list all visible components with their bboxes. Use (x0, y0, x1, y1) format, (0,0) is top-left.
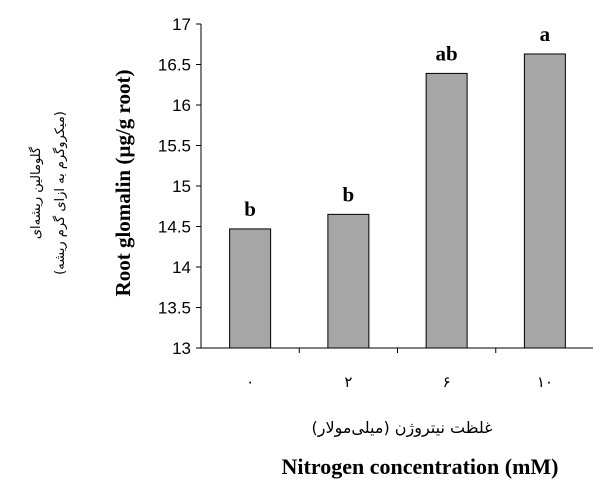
x-tick-label: ۱۰ (537, 373, 553, 391)
y-axis-label-fa-line2: (میکروگرم به ازای گرم ریشه) (52, 111, 68, 275)
y-tick-label: 16.5 (158, 56, 191, 75)
y-tick-label: 16 (172, 96, 191, 115)
bar (425, 72, 468, 349)
y-tick-labels: 13 13.5 14 14.5 15 15.5 16 16.5 17 (158, 15, 191, 358)
x-tick-label: ۲ (344, 373, 352, 391)
y-tick-label: 15 (172, 177, 191, 196)
x-axis-label: Nitrogen concentration (mM) (282, 454, 559, 479)
y-tick-label: 17 (172, 15, 191, 34)
y-tick-label: 14.5 (158, 218, 191, 237)
x-tick-labels: ۰ ۲ ۶ ۱۰ (246, 373, 553, 391)
x-tick-label: ۶ (443, 373, 451, 391)
significance-letter: a (540, 22, 551, 46)
y-tick-label: 14 (172, 258, 191, 277)
bars (229, 53, 566, 349)
significance-letter: b (244, 197, 256, 221)
significance-letter: b (343, 182, 355, 206)
bar (327, 213, 370, 349)
y-axis-label-fa-line1: گلومالین ریشه‌ای (28, 146, 44, 239)
significance-letters: b b ab a (244, 22, 550, 221)
significance-letter: ab (436, 41, 458, 65)
bar (523, 53, 566, 349)
y-tick-label: 13.5 (158, 299, 191, 318)
x-tick-label: ۰ (246, 373, 254, 391)
x-axis-label-fa: غلظت نیتروژن (میلی‌مولار) (311, 418, 492, 438)
y-axis-label: Root glomalin (µg/g root) (111, 70, 135, 297)
y-tick-label: 13 (172, 339, 191, 358)
y-tick-label: 15.5 (158, 137, 191, 156)
bar (229, 228, 272, 349)
